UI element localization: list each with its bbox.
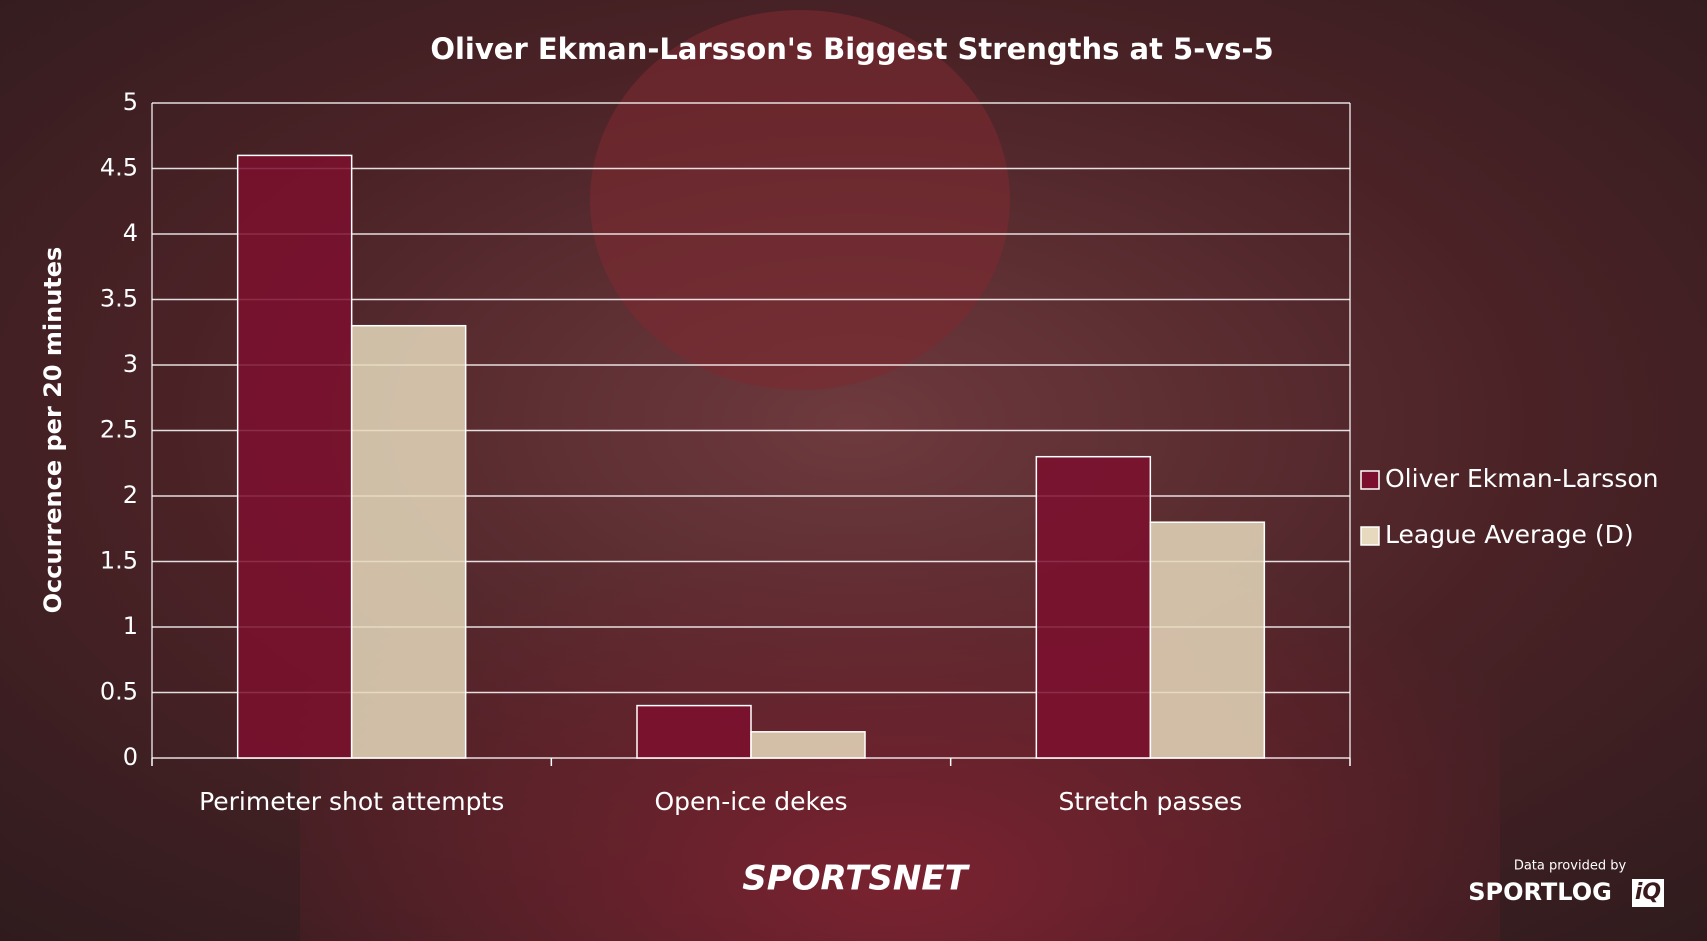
y-tick-label: 0 xyxy=(123,743,138,771)
brand-logo: SPORTSNET xyxy=(742,859,970,899)
chart-title: Oliver Ekman-Larsson's Biggest Strengths… xyxy=(430,32,1273,66)
credit-text: Data provided by xyxy=(1514,859,1627,874)
legend-swatch xyxy=(1360,470,1380,490)
legend-label: Oliver Ekman-Larsson xyxy=(1385,464,1659,493)
legend-label: League Average (D) xyxy=(1385,520,1634,549)
y-tick-label: 0.5 xyxy=(100,678,138,706)
y-axis-label: Occurrence per 20 minutes xyxy=(39,247,67,614)
provider-logo: SPORTLOG xyxy=(1468,878,1612,906)
legend-swatch xyxy=(1360,526,1380,546)
provider-badge xyxy=(1632,879,1664,907)
y-tick-label: 2 xyxy=(123,481,138,509)
x-tick-label: Perimeter shot attempts xyxy=(199,787,504,816)
y-tick-label: 4 xyxy=(123,219,138,247)
bar xyxy=(636,704,752,759)
x-tick-label: Stretch passes xyxy=(1058,787,1242,816)
bar xyxy=(350,324,467,759)
background-photo xyxy=(590,10,1010,390)
y-tick-label: 1 xyxy=(123,612,138,640)
y-tick-label: 5 xyxy=(123,88,138,116)
y-tick-label: 3.5 xyxy=(100,285,138,313)
y-tick-label: 3 xyxy=(123,350,138,378)
provider-mark: iQ xyxy=(1635,880,1661,905)
bar xyxy=(1035,455,1152,759)
y-tick-label: 2.5 xyxy=(100,416,138,444)
background-photo xyxy=(300,350,1500,941)
bar xyxy=(1149,521,1266,759)
y-tick-label: 4.5 xyxy=(100,154,138,182)
x-tick-label: Open-ice dekes xyxy=(654,787,847,816)
y-tick-label: 1.5 xyxy=(100,547,138,575)
bar xyxy=(750,731,866,759)
bar xyxy=(236,154,353,759)
